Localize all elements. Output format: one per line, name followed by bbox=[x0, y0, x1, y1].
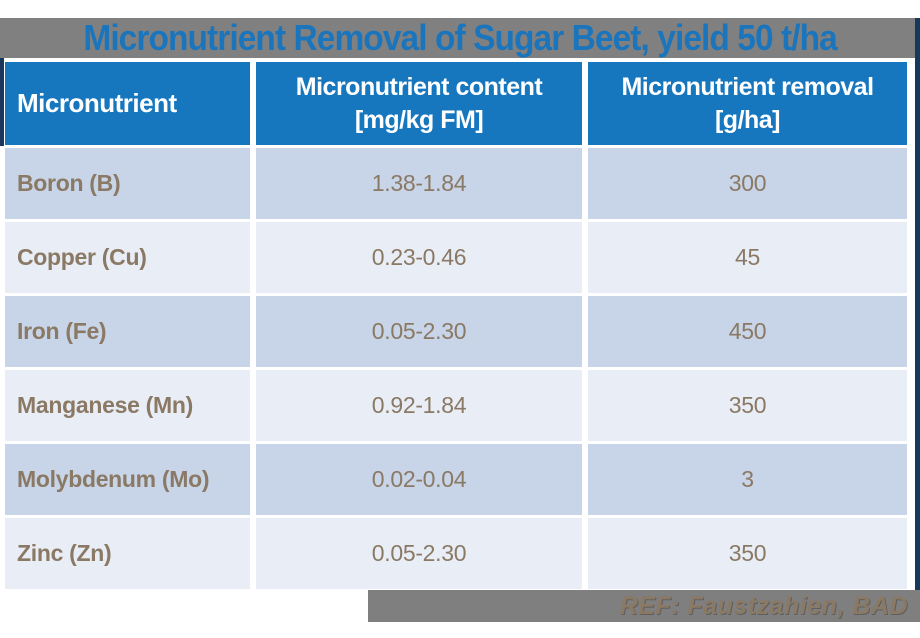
reference-text: REF: Faustzahien, BAD bbox=[619, 591, 908, 620]
right-edge-bar bbox=[915, 18, 920, 590]
removal-value-cell: 350 bbox=[588, 518, 907, 589]
removal-value-cell: 350 bbox=[588, 370, 907, 441]
row-name-cell: Molybdenum (Mo) bbox=[5, 444, 250, 515]
row-name-cell: Manganese (Mn) bbox=[5, 370, 250, 441]
row-name-cell: Copper (Cu) bbox=[5, 222, 250, 293]
left-accent-bar bbox=[0, 58, 4, 146]
content-value-cell: 0.92-1.84 bbox=[256, 370, 582, 441]
content-value-cell: 0.02-0.04 bbox=[256, 444, 582, 515]
content-value-cell: 1.38-1.84 bbox=[256, 148, 582, 219]
row-name-cell: Iron (Fe) bbox=[5, 296, 250, 367]
content-value-cell: 0.05-2.30 bbox=[256, 518, 582, 589]
row-name-cell: Zinc (Zn) bbox=[5, 518, 250, 589]
removal-value-cell: 3 bbox=[588, 444, 907, 515]
row-name-cell: Boron (B) bbox=[5, 148, 250, 219]
micronutrient-table: Micronutrient Micronutrient content [mg/… bbox=[5, 62, 907, 589]
content-value-cell: 0.05-2.30 bbox=[256, 296, 582, 367]
removal-value-cell: 300 bbox=[588, 148, 907, 219]
title-banner: Micronutrient Removal of Sugar Beet, yie… bbox=[0, 17, 920, 58]
column-header-removal: Micronutrient removal [g/ha] bbox=[588, 62, 907, 145]
content-value-cell: 0.23-0.46 bbox=[256, 222, 582, 293]
reference-footer: REF: Faustzahien, BAD bbox=[368, 590, 920, 622]
slide-title: Micronutrient Removal of Sugar Beet, yie… bbox=[83, 17, 837, 58]
removal-value-cell: 45 bbox=[588, 222, 907, 293]
removal-value-cell: 450 bbox=[588, 296, 907, 367]
column-header-content: Micronutrient content [mg/kg FM] bbox=[256, 62, 582, 145]
column-header-micronutrient: Micronutrient bbox=[5, 62, 250, 145]
